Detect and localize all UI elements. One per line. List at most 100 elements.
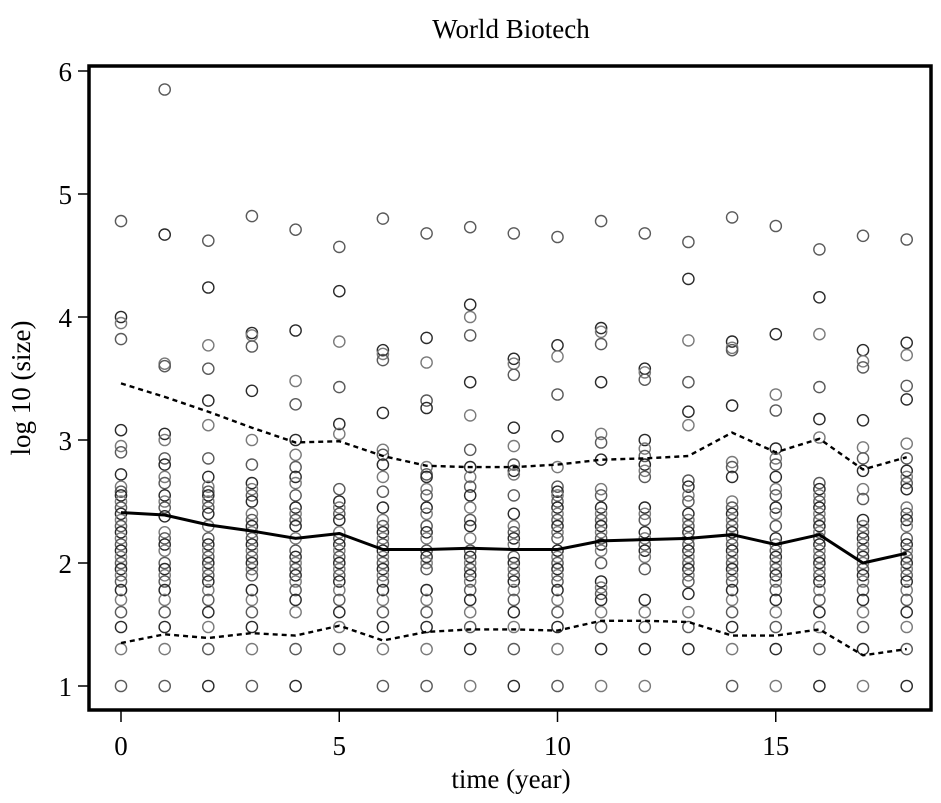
data-point	[551, 569, 564, 582]
data-point	[594, 575, 608, 588]
data-point	[114, 526, 128, 539]
data-point	[114, 550, 128, 564]
data-point	[551, 388, 564, 401]
data-point	[638, 449, 652, 463]
data-point	[463, 583, 477, 597]
data-point	[638, 562, 652, 576]
data-point	[551, 532, 564, 545]
data-point	[682, 513, 695, 527]
data-point	[682, 480, 695, 494]
data-point	[420, 227, 433, 240]
data-point	[551, 550, 564, 564]
data-point	[594, 679, 608, 693]
data-point	[158, 427, 171, 441]
data-point	[638, 442, 652, 455]
data-point	[594, 587, 608, 601]
data-point	[682, 489, 695, 502]
data-point	[289, 501, 302, 514]
data-point	[551, 429, 564, 443]
data-point	[463, 620, 477, 634]
data-point	[856, 413, 870, 427]
data-point	[114, 513, 128, 527]
data-point	[158, 605, 171, 619]
data-point	[507, 368, 521, 382]
data-point	[682, 569, 695, 582]
data-point	[463, 501, 477, 514]
data-point	[813, 519, 826, 533]
data-point	[376, 583, 390, 597]
data-point	[594, 427, 608, 441]
data-point	[332, 562, 346, 576]
data-point	[114, 468, 128, 481]
data-point	[201, 544, 215, 558]
data-point	[114, 519, 128, 533]
data-point	[900, 569, 914, 582]
data-point	[463, 409, 477, 422]
data-point	[900, 470, 914, 484]
data-point	[420, 489, 433, 502]
data-point	[420, 507, 433, 521]
data-point	[245, 458, 259, 471]
data-point	[420, 642, 433, 656]
data-point	[376, 406, 390, 420]
data-point	[158, 575, 171, 588]
data-point	[332, 575, 346, 588]
data-point	[289, 642, 302, 656]
data-point	[725, 550, 739, 564]
data-point	[725, 620, 739, 634]
data-point	[245, 209, 259, 223]
data-point	[332, 556, 346, 570]
data-point	[201, 418, 215, 432]
data-point	[813, 327, 826, 341]
data-point	[725, 470, 739, 484]
data-point	[507, 439, 521, 453]
data-point	[420, 532, 433, 545]
data-point	[551, 501, 564, 514]
data-point	[332, 593, 346, 607]
data-point	[900, 575, 914, 588]
data-point	[769, 562, 783, 576]
data-point	[725, 575, 739, 588]
data-point	[332, 335, 346, 348]
data-point	[551, 495, 564, 508]
data-point	[856, 464, 870, 478]
x-axis-label: time (year)	[451, 764, 570, 794]
data-point	[201, 642, 215, 656]
data-point	[158, 526, 171, 539]
data-point	[725, 455, 739, 469]
data-point	[682, 495, 695, 508]
data-point	[682, 418, 695, 432]
data-point	[114, 332, 128, 346]
data-point	[332, 417, 346, 431]
data-point	[813, 642, 826, 656]
data-point	[114, 569, 128, 582]
data-point	[420, 482, 433, 496]
data-point	[332, 538, 346, 551]
data-point	[769, 575, 783, 588]
data-point	[856, 679, 870, 693]
data-point	[289, 593, 302, 607]
data-point	[507, 489, 521, 502]
data-point	[725, 679, 739, 693]
data-point	[900, 452, 914, 465]
data-point	[463, 556, 477, 570]
data-point	[507, 550, 521, 564]
data-point	[769, 219, 783, 233]
data-point	[638, 507, 652, 521]
data-point	[114, 423, 128, 437]
data-point	[725, 544, 739, 558]
data-point	[420, 356, 433, 369]
x-axis: 0 5 10 15	[114, 710, 789, 761]
data-point	[376, 620, 390, 634]
data-point	[725, 513, 739, 527]
data-point	[507, 642, 521, 656]
data-point	[201, 452, 215, 465]
data-point	[769, 620, 783, 634]
data-point	[551, 489, 564, 502]
data-point	[158, 532, 171, 545]
data-point	[158, 476, 171, 490]
data-point	[813, 290, 826, 304]
data-point	[201, 480, 215, 494]
data-point	[289, 575, 302, 588]
data-point	[507, 569, 521, 582]
